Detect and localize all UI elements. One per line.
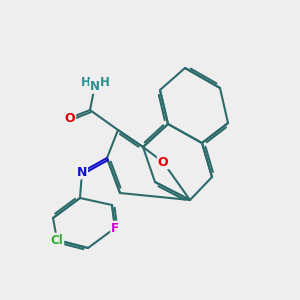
Text: H: H	[80, 76, 90, 89]
Text: N: N	[90, 80, 100, 93]
Text: NH₂: NH₂	[83, 80, 107, 90]
Text: H: H	[100, 76, 110, 89]
Text: O: O	[158, 155, 168, 169]
Text: Cl: Cl	[51, 233, 63, 247]
Text: F: F	[111, 221, 119, 235]
Text: N: N	[77, 166, 87, 178]
Text: O: O	[65, 112, 75, 124]
